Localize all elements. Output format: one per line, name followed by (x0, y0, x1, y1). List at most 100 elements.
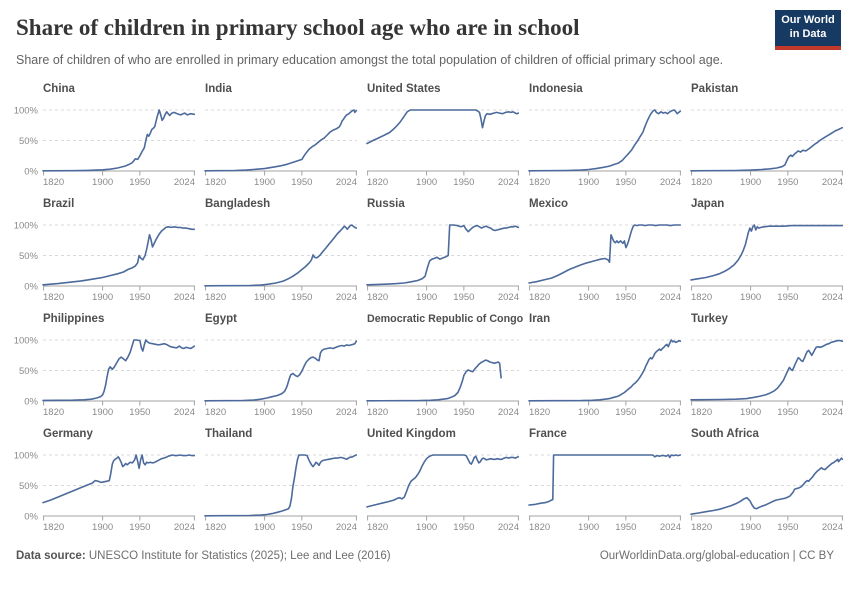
y-tick-label: 0% (24, 282, 38, 293)
owid-logo-line2: in Data (789, 28, 827, 40)
x-tick-label: 1900 (578, 292, 599, 303)
chart-cell-united-kingdom[interactable]: United Kingdom 1820 1900 1950 2024 (366, 427, 520, 542)
x-tick-label: 1820 (43, 177, 64, 188)
chart-cell-iran[interactable]: Iran 1820 1900 1950 2024 (528, 312, 682, 427)
x-tick-label: 1900 (254, 407, 275, 418)
x-tick-label: 1820 (529, 407, 550, 418)
chart-title: Philippines (43, 313, 105, 326)
chart-cell-mexico[interactable]: Mexico 1820 1900 1950 2024 (528, 197, 682, 312)
x-tick-label: 1820 (205, 177, 226, 188)
chart-title: United States (367, 83, 441, 96)
chart-title: Mexico (529, 198, 568, 211)
line-chart: 1820 1900 1950 2024 (528, 224, 682, 303)
chart-title: Brazil (43, 198, 75, 211)
chart-cell-china[interactable]: China 1820 1900 1950 2024 100% 50% 0% (14, 82, 196, 197)
chart-cell-philippines[interactable]: Philippines 1820 1900 1950 2024 100% 50% 0% (14, 312, 196, 427)
data-source-label: Data source: (16, 550, 86, 563)
chart-cell-thailand[interactable]: Thailand 1820 1900 1950 2024 (204, 427, 358, 542)
chart-title: Democratic Republic of Congo (367, 313, 524, 326)
x-tick-label: 1820 (529, 177, 550, 188)
line-chart: 1820 1900 1950 2024 (690, 109, 844, 188)
chart-title: Egypt (205, 313, 237, 326)
chart-cell-pakistan[interactable]: Pakistan 1820 1900 1950 2024 (690, 82, 844, 197)
chart-title: India (205, 83, 232, 96)
line-chart: 1820 1900 1950 2024 (690, 339, 844, 418)
x-tick-label: 2024 (174, 177, 195, 188)
x-tick-label: 2024 (822, 407, 843, 418)
chart-cell-united-states[interactable]: United States 1820 1900 1950 2024 (366, 82, 520, 197)
x-tick-label: 2024 (336, 292, 357, 303)
line-chart: 1820 1900 1950 2024 100% 50% 0% (14, 106, 196, 188)
y-tick-label: 0% (24, 167, 38, 178)
x-tick-label: 1950 (777, 292, 798, 303)
x-tick-label: 1820 (529, 292, 550, 303)
x-tick-label: 1950 (453, 407, 474, 418)
x-tick-label: 1900 (578, 522, 599, 533)
line-chart: 1820 1900 1950 2024 (366, 109, 520, 188)
x-tick-label: 1950 (129, 177, 150, 188)
chart-title: France (529, 428, 567, 441)
data-line (204, 340, 358, 402)
owid-logo[interactable]: Our World in Data (775, 10, 841, 50)
x-tick-label: 2024 (498, 177, 519, 188)
x-tick-label: 1950 (291, 522, 312, 533)
x-tick-label: 1820 (43, 407, 64, 418)
chart-cell-egypt[interactable]: Egypt 1820 1900 1950 2024 (204, 312, 358, 427)
chart-cell-turkey[interactable]: Turkey 1820 1900 1950 2024 (690, 312, 844, 427)
x-tick-label: 1950 (291, 407, 312, 418)
x-tick-label: 1900 (92, 292, 113, 303)
x-tick-label: 1820 (367, 522, 388, 533)
data-line (528, 454, 682, 506)
chart-cell-brazil[interactable]: Brazil 1820 1900 1950 2024 100% 50% 0% (14, 197, 196, 312)
data-line (366, 109, 520, 145)
x-tick-label: 1900 (740, 407, 761, 418)
chart-title: Thailand (205, 428, 253, 441)
chart-cell-indonesia[interactable]: Indonesia 1820 1900 1950 2024 (528, 82, 682, 197)
x-tick-label: 1820 (691, 522, 712, 533)
line-chart: 1820 1900 1950 2024 100% 50% 0% (14, 451, 196, 533)
data-line (690, 339, 844, 401)
x-tick-label: 1900 (578, 407, 599, 418)
chart-cell-democratic-republic-of-congo[interactable]: Democratic Republic of Congo 1820 1900 1950… (366, 312, 524, 427)
y-tick-label: 100% (14, 451, 39, 462)
x-tick-label: 2024 (336, 522, 357, 533)
x-tick-label: 2024 (174, 292, 195, 303)
x-tick-label: 1950 (777, 177, 798, 188)
x-tick-label: 2024 (498, 292, 519, 303)
y-tick-label: 100% (14, 336, 39, 347)
x-tick-label: 1950 (615, 522, 636, 533)
x-tick-label: 1950 (615, 292, 636, 303)
page-subtitle: Share of children of who are enrolled in… (16, 52, 724, 67)
chart-cell-russia[interactable]: Russia 1820 1900 1950 2024 (366, 197, 520, 312)
x-tick-label: 1950 (291, 292, 312, 303)
x-tick-label: 1900 (578, 177, 599, 188)
x-tick-label: 1900 (740, 292, 761, 303)
chart-title: Russia (367, 198, 405, 211)
x-tick-label: 2024 (174, 522, 195, 533)
x-tick-label: 1820 (691, 177, 712, 188)
line-chart: 1820 1900 1950 2024 (528, 454, 682, 533)
line-chart: 1820 1900 1950 2024 (204, 454, 358, 533)
data-line (204, 224, 358, 287)
chart-cell-france[interactable]: France 1820 1900 1950 2024 (528, 427, 682, 542)
credit-link[interactable]: OurWorldinData.org/global-education | CC… (599, 550, 834, 563)
y-tick-label: 100% (14, 106, 39, 117)
chart-cell-india[interactable]: India 1820 1900 1950 2024 (204, 82, 358, 197)
chart-cell-bangladesh[interactable]: Bangladesh 1820 1900 1950 2024 (204, 197, 358, 312)
x-tick-label: 2024 (498, 407, 519, 418)
x-tick-label: 1820 (529, 522, 550, 533)
x-tick-label: 1950 (777, 522, 798, 533)
line-chart: 1820 1900 1950 2024 100% 50% 0% (14, 221, 196, 303)
chart-cell-germany[interactable]: Germany 1820 1900 1950 2024 100% 50% 0% (14, 427, 196, 542)
chart-cell-japan[interactable]: Japan 1820 1900 1950 2024 (690, 197, 844, 312)
x-tick-label: 1820 (367, 292, 388, 303)
line-chart: 1820 1900 1950 2024 (366, 454, 520, 533)
x-tick-label: 1820 (205, 407, 226, 418)
y-tick-label: 0% (24, 512, 38, 523)
x-tick-label: 1900 (254, 177, 275, 188)
line-chart: 1820 1900 1950 2024 (690, 224, 844, 303)
data-source-text: UNESCO Institute for Statistics (2025); … (85, 550, 391, 563)
chart-cell-south-africa[interactable]: South Africa 1820 1900 1950 2024 (690, 427, 844, 542)
line-chart: 1820 1900 1950 2024 (204, 109, 358, 188)
x-tick-label: 1820 (367, 407, 388, 418)
